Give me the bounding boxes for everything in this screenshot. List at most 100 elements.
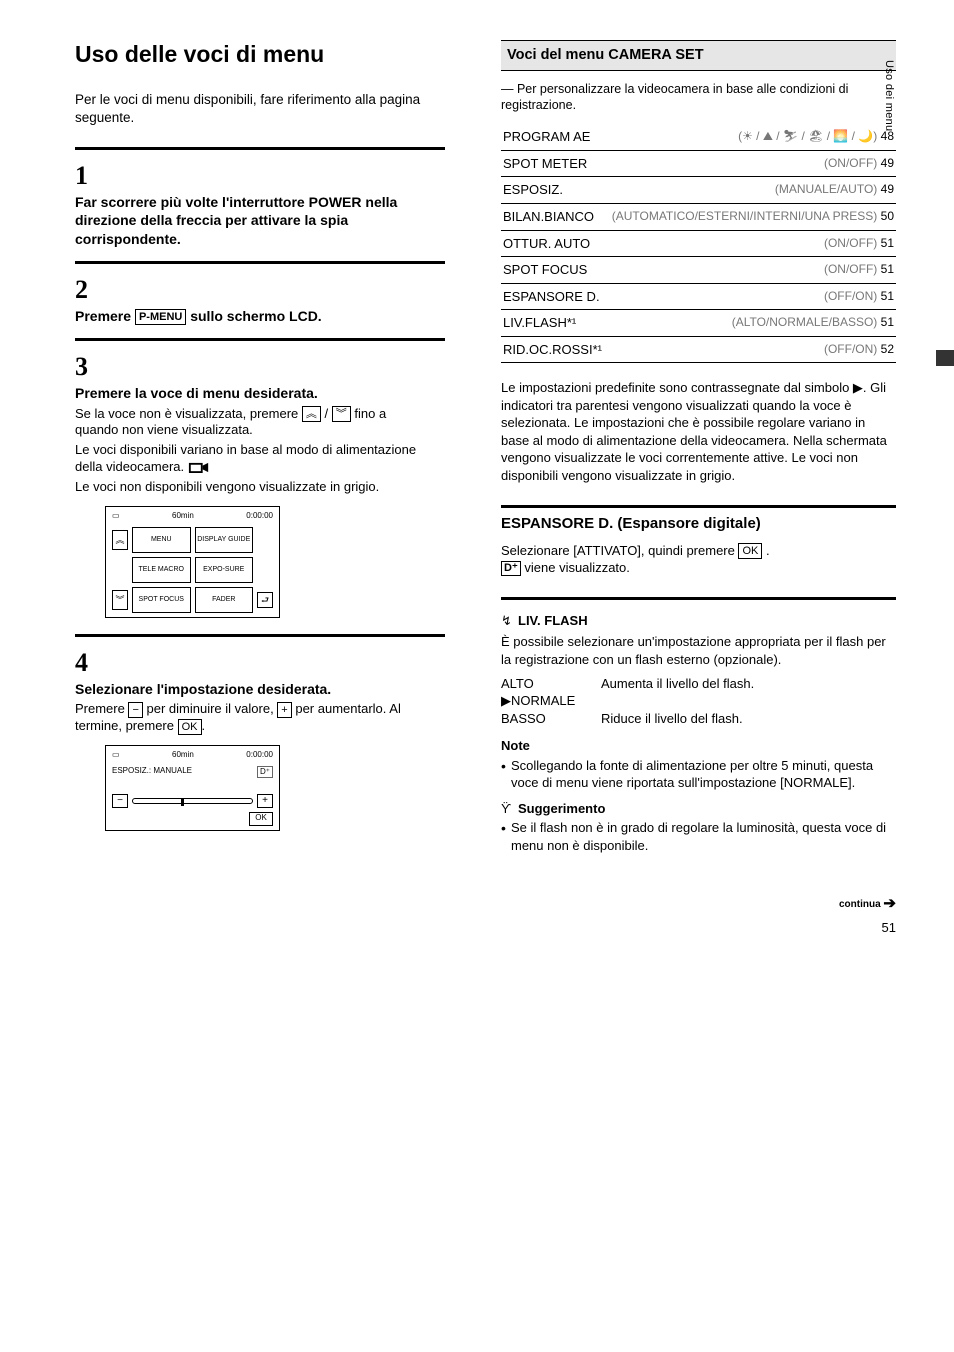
- scroll-down-icon[interactable]: ︾: [112, 590, 128, 610]
- step-2: 2 Premere P-MENU sullo schermo LCD.: [75, 272, 445, 328]
- step-rule: [75, 338, 445, 341]
- pmenu-boxed: P-MENU: [135, 309, 186, 325]
- tip-list: Se il flash non è in grado di regolare l…: [501, 819, 896, 854]
- menu-name: PROGRAM AE: [503, 128, 590, 146]
- lcd-btn[interactable]: TELE MACRO: [132, 557, 191, 583]
- frag: Se la voce non è visualizzata, premere: [75, 406, 302, 421]
- menu-table: PROGRAM AE (☀ / ⛰ / ⛷ / 🏖 / 🌅 / 🌙) 48 SP…: [501, 124, 896, 363]
- lcd-btn[interactable]: DISPLAY GUIDE: [195, 527, 254, 553]
- auto-badge: D⁺: [257, 766, 273, 778]
- flash-icon: ↯: [501, 612, 512, 630]
- flash-row: ALTO Aumenta il livello del flash.: [501, 675, 896, 693]
- step-rule: [75, 261, 445, 264]
- menu-pg: 49: [881, 182, 894, 196]
- frag: .: [766, 543, 770, 558]
- menu-pg: 50: [881, 209, 894, 223]
- menu-name: OTTUR. AUTO: [503, 235, 590, 253]
- note-list: Scollegando la fonte di alimentazione pe…: [501, 757, 896, 792]
- page-number: 51: [501, 919, 896, 937]
- menu-pg: 51: [881, 236, 894, 250]
- item-rule: [501, 597, 896, 600]
- batt-icon: ▭: [112, 511, 120, 522]
- opt-label: ALTO: [501, 675, 591, 693]
- slider-track[interactable]: [132, 798, 253, 804]
- opt-label: BASSO: [501, 710, 591, 728]
- flash-row: ▶NORMALE: [501, 692, 896, 710]
- menu-name: SPOT METER: [503, 155, 587, 173]
- slider-knob[interactable]: [181, 798, 184, 806]
- menu-row: BILAN.BIANCO (AUTOMATICO/ESTERNI/INTERNI…: [501, 204, 896, 231]
- menu-pg: 51: [881, 315, 894, 329]
- menu-name: BILAN.BIANCO: [503, 208, 594, 226]
- intro-text: Per le voci di menu disponibili, fare ri…: [75, 91, 445, 127]
- step-num: 1: [75, 158, 102, 193]
- note-lead: ↯ LIV. FLASH: [501, 612, 896, 630]
- section-sub: — Per personalizzare la videocamera in b…: [501, 81, 896, 115]
- step-text: Premere la voce di menu desiderata.: [75, 384, 418, 402]
- frag: Premere: [75, 308, 135, 324]
- menu-row: ESPOSIZ. (MANUALE/AUTO) 49: [501, 177, 896, 204]
- menu-row: RID.OC.ROSSI*¹ (OFF/ON) 52: [501, 337, 896, 364]
- step-text: Selezionare l'impostazione desiderata.: [75, 680, 418, 698]
- menu-row: OTTUR. AUTO (ON/OFF) 51: [501, 231, 896, 258]
- menu-mode: (ON/OFF): [824, 236, 877, 250]
- d-plus-icon: D⁺: [501, 561, 521, 576]
- step-3: 3 Premere la voce di menu desiderata. Se…: [75, 349, 445, 624]
- tip-item: Se il flash non è in grado di regolare l…: [501, 819, 896, 854]
- note-head: Note: [501, 737, 896, 755]
- scroll-up-icon[interactable]: ︽: [112, 530, 128, 550]
- minus-button[interactable]: −: [112, 794, 128, 808]
- step-sub: Le voci disponibili variano in base al m…: [75, 442, 418, 476]
- menu-mode: (MANUALE/AUTO): [775, 182, 877, 196]
- lcd-time: 60min: [172, 750, 194, 761]
- right-column: Voci del menu CAMERA SET — Per personali…: [501, 40, 896, 936]
- continued-label: continua ➔: [839, 894, 896, 914]
- section-header: Voci del menu CAMERA SET: [501, 40, 896, 71]
- step-num: 3: [75, 349, 102, 384]
- continue-arrow-icon: ➔: [883, 895, 896, 912]
- frag: Le voci disponibili variano in base al m…: [75, 442, 416, 474]
- side-tab-marker: [936, 350, 954, 366]
- plus-button[interactable]: +: [257, 794, 273, 808]
- tip-icon: ϔ: [501, 800, 511, 818]
- step-4: 4 Selezionare l'impostazione desiderata.…: [75, 645, 445, 837]
- step-rule: [75, 147, 445, 150]
- menu-row: PROGRAM AE (☀ / ⛰ / ⛷ / 🏖 / 🌅 / 🌙) 48: [501, 124, 896, 151]
- up-icon: ︽: [302, 406, 321, 422]
- step-text: Far scorrere più volte l'interruttore PO…: [75, 193, 418, 248]
- menu-row: SPOT FOCUS (ON/OFF) 51: [501, 257, 896, 284]
- flash-head: LIV. FLASH: [518, 613, 588, 628]
- step-1: 1 Far scorrere più volte l'interruttore …: [75, 158, 445, 251]
- lcd-btn[interactable]: SPOT FOCUS: [132, 587, 191, 613]
- menu-mode: (ALTO/NORMALE/BASSO): [732, 315, 878, 329]
- lcd-btn[interactable]: FADER: [195, 587, 254, 613]
- opt-desc: Aumenta il livello del flash.: [601, 675, 754, 693]
- step-num: 2: [75, 272, 102, 307]
- flash-section: ↯LIV. FLASH È possibile selezionare un'i…: [501, 612, 896, 855]
- menu-name: ESPOSIZ.: [503, 181, 563, 199]
- flash-row: BASSORiduce il livello del flash.: [501, 710, 896, 728]
- ok-button[interactable]: OK: [249, 812, 273, 826]
- menu-row: SPOT METER (ON/OFF) 49: [501, 151, 896, 178]
- step-text: Premere P-MENU sullo schermo LCD.: [75, 307, 418, 325]
- ok-boxed: OK: [178, 719, 202, 735]
- ok-boxed: OK: [738, 543, 762, 559]
- menu-name: RID.OC.ROSSI*¹: [503, 341, 602, 359]
- batt-icon: ▭: [112, 750, 120, 761]
- menu-pg: 49: [881, 156, 894, 170]
- lcd-btn[interactable]: EXPO-SURE: [195, 557, 254, 583]
- menu-mode: (OFF/ON): [824, 342, 877, 356]
- lcd-btn[interactable]: MENU: [132, 527, 191, 553]
- step-sub: Le voci non disponibili vengono visualiz…: [75, 479, 418, 496]
- lcd-time: 60min: [172, 511, 194, 522]
- frag: viene visualizzato.: [524, 560, 630, 575]
- frag: /: [325, 406, 329, 421]
- page-title: Uso delle voci di menu: [75, 40, 445, 69]
- return-icon[interactable]: ⮐: [257, 592, 273, 608]
- step-rule: [75, 634, 445, 637]
- item-heading: ESPANSORE D. (Espansore digitale): [501, 514, 896, 534]
- footer: continua ➔: [501, 894, 896, 914]
- down-icon: ︾: [332, 406, 351, 422]
- menu-mode: (ON/OFF): [824, 262, 877, 276]
- menu-name: SPOT FOCUS: [503, 261, 587, 279]
